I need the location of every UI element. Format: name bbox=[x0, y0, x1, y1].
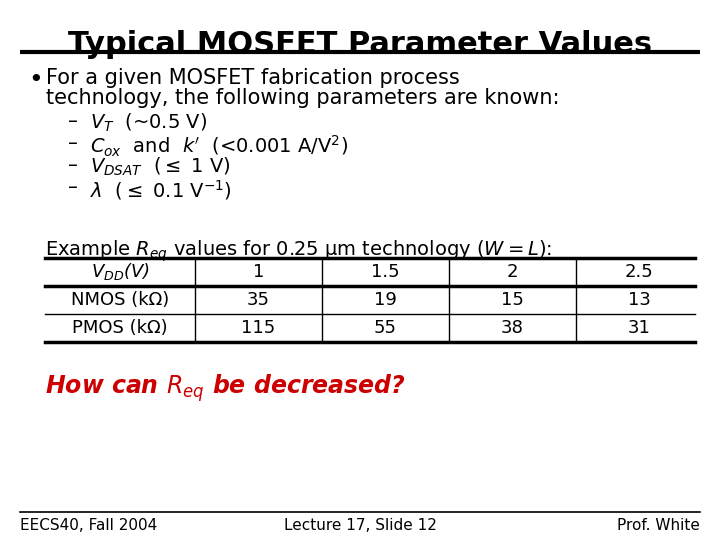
Text: $\lambda$  ($\leq$ 0.1 V$^{-1}$): $\lambda$ ($\leq$ 0.1 V$^{-1}$) bbox=[90, 178, 232, 202]
Text: 35: 35 bbox=[247, 291, 270, 309]
Text: •: • bbox=[28, 68, 42, 92]
Text: 2.5: 2.5 bbox=[625, 263, 654, 281]
Text: 115: 115 bbox=[241, 319, 276, 337]
Text: NMOS (kΩ): NMOS (kΩ) bbox=[71, 291, 169, 309]
Text: 38: 38 bbox=[501, 319, 524, 337]
Text: Example $R_{eq}$ values for 0.25 μm technology ($W = L$):: Example $R_{eq}$ values for 0.25 μm tech… bbox=[45, 238, 552, 264]
Text: $\mathit{V}_{DSAT}$  ($\leq$ 1 V): $\mathit{V}_{DSAT}$ ($\leq$ 1 V) bbox=[90, 156, 231, 178]
Text: –: – bbox=[68, 112, 78, 131]
Text: –: – bbox=[68, 134, 78, 153]
Text: technology, the following parameters are known:: technology, the following parameters are… bbox=[46, 88, 559, 108]
Text: EECS40, Fall 2004: EECS40, Fall 2004 bbox=[20, 518, 157, 533]
Text: $\mathit{V}_T$  (~0.5 V): $\mathit{V}_T$ (~0.5 V) bbox=[90, 112, 207, 134]
Text: 2: 2 bbox=[507, 263, 518, 281]
Text: PMOS (kΩ): PMOS (kΩ) bbox=[72, 319, 168, 337]
Text: Prof. White: Prof. White bbox=[617, 518, 700, 533]
Text: 1.5: 1.5 bbox=[372, 263, 400, 281]
Text: For a given MOSFET fabrication process: For a given MOSFET fabrication process bbox=[46, 68, 460, 88]
Text: 55: 55 bbox=[374, 319, 397, 337]
Text: Typical MOSFET Parameter Values: Typical MOSFET Parameter Values bbox=[68, 30, 652, 59]
Text: –: – bbox=[68, 178, 78, 197]
Text: $\mathit{C}_{ox}$  and  $\mathit{k}'$  (<0.001 A/V$^2$): $\mathit{C}_{ox}$ and $\mathit{k}'$ (<0.… bbox=[90, 134, 348, 159]
Text: –: – bbox=[68, 156, 78, 175]
Text: Lecture 17, Slide 12: Lecture 17, Slide 12 bbox=[284, 518, 436, 533]
Text: 1: 1 bbox=[253, 263, 264, 281]
Text: How can $R_{eq}$ be decreased?: How can $R_{eq}$ be decreased? bbox=[45, 372, 406, 404]
Text: 13: 13 bbox=[628, 291, 651, 309]
Text: 31: 31 bbox=[628, 319, 651, 337]
Text: 19: 19 bbox=[374, 291, 397, 309]
Text: 15: 15 bbox=[501, 291, 524, 309]
Text: $V_{DD}$(V): $V_{DD}$(V) bbox=[91, 261, 149, 282]
